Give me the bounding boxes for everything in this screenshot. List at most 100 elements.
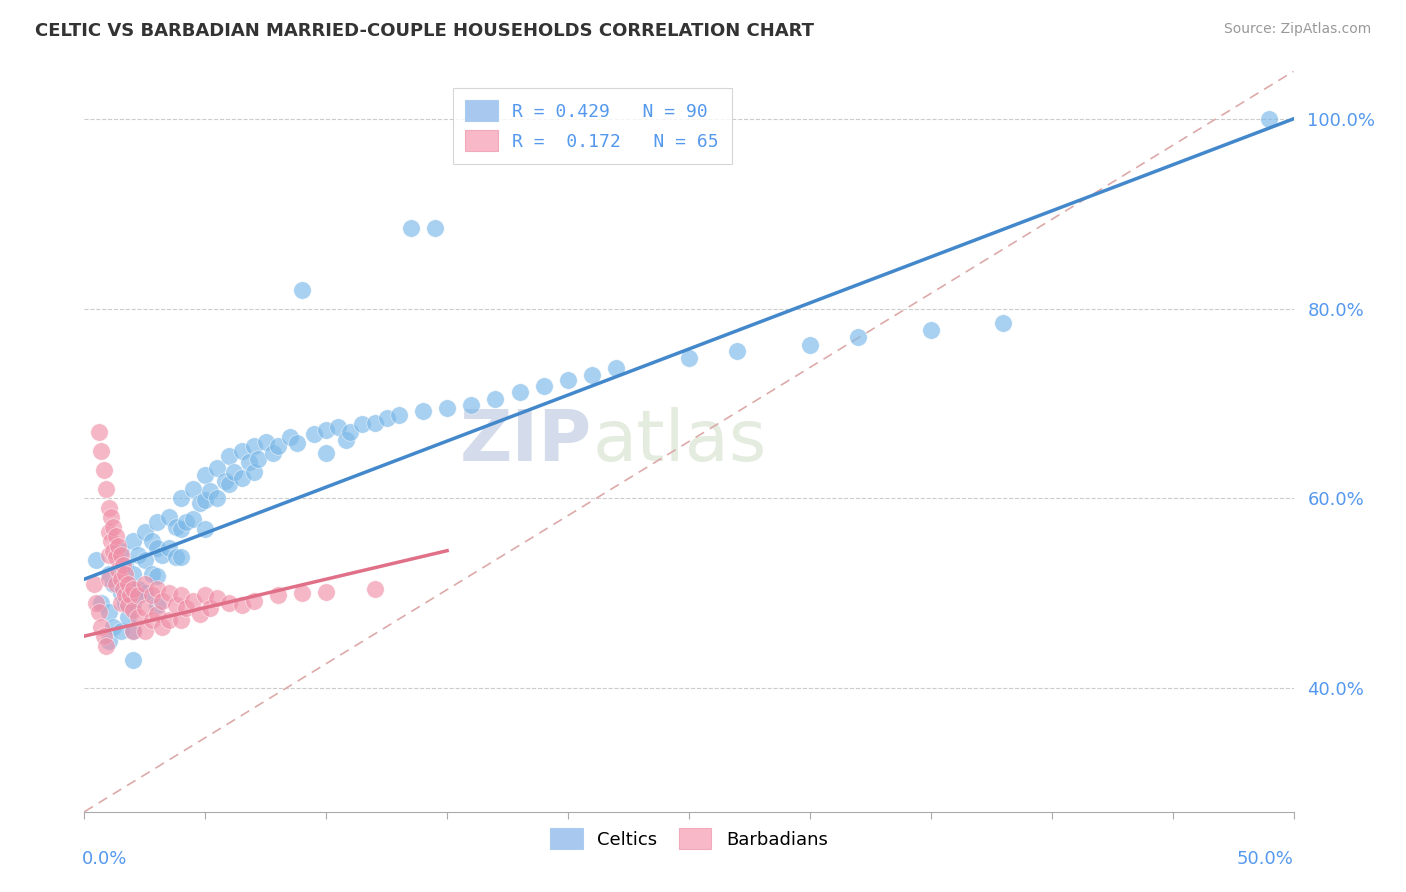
Point: [920, 322, 942, 336]
Point: [114, 558, 136, 572]
Point: [1258, 112, 1281, 126]
Point: [121, 534, 143, 549]
Point: [165, 520, 187, 534]
Point: [146, 607, 169, 622]
Point: [94, 639, 117, 653]
Point: [110, 572, 132, 586]
Point: [399, 221, 422, 235]
Point: [86, 553, 108, 567]
Point: [678, 351, 700, 365]
Point: [194, 493, 217, 508]
Point: [170, 588, 193, 602]
Point: [90, 620, 112, 634]
Point: [150, 620, 173, 634]
Point: [254, 434, 277, 449]
Point: [104, 550, 127, 565]
Point: [121, 603, 143, 617]
Point: [285, 436, 308, 450]
Point: [278, 430, 301, 444]
Point: [198, 483, 221, 498]
Point: [315, 446, 337, 460]
Point: [103, 520, 125, 534]
Point: [90, 596, 112, 610]
Point: [141, 567, 163, 582]
Legend: Celtics, Barbadians: Celtics, Barbadians: [541, 820, 837, 858]
Point: [238, 455, 260, 469]
Point: [484, 392, 506, 406]
Point: [97, 633, 120, 648]
Point: [97, 606, 120, 620]
Point: [134, 553, 156, 567]
Point: [231, 470, 253, 484]
Point: [436, 401, 458, 416]
Point: [100, 534, 122, 549]
Point: [339, 425, 361, 439]
Text: 0.0%: 0.0%: [82, 850, 128, 868]
Text: 50.0%: 50.0%: [1237, 850, 1294, 868]
Point: [412, 404, 434, 418]
Point: [291, 586, 314, 600]
Point: [121, 624, 143, 639]
Point: [94, 482, 117, 496]
Point: [533, 379, 555, 393]
Point: [605, 360, 627, 375]
Point: [87, 606, 110, 620]
Point: [146, 569, 169, 583]
Point: [174, 600, 197, 615]
Point: [557, 373, 579, 387]
Point: [103, 543, 125, 558]
Point: [127, 588, 149, 602]
Point: [302, 426, 325, 441]
Point: [335, 433, 357, 447]
Point: [134, 586, 156, 600]
Point: [150, 549, 173, 563]
Point: [121, 653, 143, 667]
Point: [117, 598, 139, 612]
Point: [107, 563, 129, 577]
Point: [100, 510, 122, 524]
Point: [134, 577, 156, 591]
Point: [146, 598, 169, 612]
Point: [87, 425, 110, 439]
Point: [97, 572, 120, 586]
Point: [146, 541, 169, 555]
Point: [262, 446, 284, 460]
Point: [83, 577, 105, 591]
Point: [114, 567, 136, 582]
Point: [207, 591, 229, 606]
Point: [174, 515, 197, 529]
Point: [725, 344, 748, 359]
Point: [104, 529, 127, 543]
Point: [103, 577, 125, 591]
Point: [114, 588, 136, 602]
Point: [114, 596, 136, 610]
Point: [127, 549, 149, 563]
Point: [190, 496, 212, 510]
Point: [267, 588, 290, 602]
Point: [165, 598, 187, 612]
Point: [146, 515, 169, 529]
Point: [214, 475, 236, 489]
Point: [110, 543, 132, 558]
Text: ZIP: ZIP: [460, 407, 592, 476]
Point: [170, 491, 193, 506]
Point: [242, 594, 264, 608]
Point: [352, 417, 374, 432]
Point: [134, 600, 156, 615]
Point: [157, 541, 180, 555]
Point: [194, 467, 217, 482]
Point: [112, 582, 135, 596]
Point: [224, 465, 246, 479]
Point: [121, 596, 143, 610]
Point: [231, 598, 253, 612]
Point: [242, 465, 264, 479]
Point: [103, 620, 125, 634]
Point: [231, 444, 253, 458]
Point: [104, 577, 127, 591]
Point: [363, 416, 385, 430]
Point: [799, 337, 821, 351]
Point: [97, 567, 120, 582]
Point: [127, 610, 149, 624]
Point: [112, 558, 135, 572]
Point: [110, 549, 132, 563]
